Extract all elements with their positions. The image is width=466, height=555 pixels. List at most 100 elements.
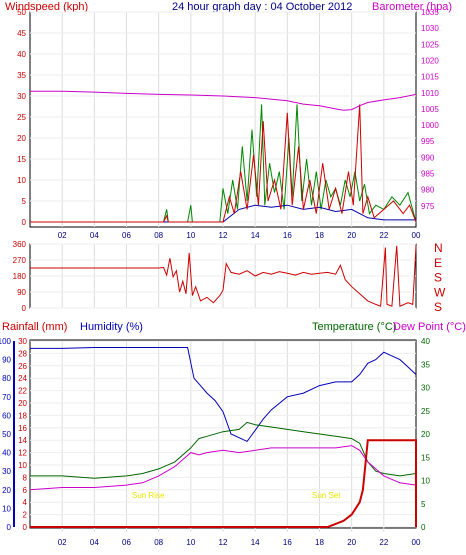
temperature-tick-label: 25 xyxy=(421,407,430,416)
windspeed-axis-label: Windspeed (kph) xyxy=(5,1,88,13)
windspeed-tick-label: 5 xyxy=(22,197,27,206)
temperature-tick-label: 0 xyxy=(421,523,426,532)
humidity-tick-label: 20 xyxy=(2,486,11,495)
x-tick-label: 20 xyxy=(347,538,356,547)
temperature-tick-label: 20 xyxy=(421,430,430,439)
barometer-tick-label: 1010 xyxy=(421,89,439,98)
humidity-tick-label: 80 xyxy=(2,374,11,383)
rainfall-tick-label: 0 xyxy=(23,523,28,532)
x-tick-label: 04 xyxy=(90,538,99,547)
x-tick-label: 02 xyxy=(58,538,67,547)
rainfall-tick-label: 18 xyxy=(18,411,27,420)
graph-title: 24 hour graph day : 04 October 2012 xyxy=(172,1,352,13)
rainfall-axis-label: Rainfall (mm) xyxy=(2,321,67,333)
humidity-tick-label: 10 xyxy=(2,504,11,513)
humidity-tick-label: 100 xyxy=(0,337,12,346)
x-tick-label: 22 xyxy=(379,538,388,547)
temperature-tick-label: 40 xyxy=(421,337,430,346)
rainfall-tick-label: 16 xyxy=(18,424,27,433)
barometer-tick-label: 1005 xyxy=(421,105,439,114)
compass-label: S xyxy=(434,300,442,314)
rainfall-tick-label: 20 xyxy=(18,399,27,408)
sunrise-annotation: Sun Rise xyxy=(132,491,165,500)
x-tick-label: 08 xyxy=(154,538,163,547)
direction-tick-label: 180 xyxy=(13,272,27,281)
windspeed-line xyxy=(30,104,417,223)
temperature-axis-label: Temperature (°C) xyxy=(312,321,396,333)
x-tick-label: 14 xyxy=(251,231,260,240)
direction-tick-label: 360 xyxy=(13,240,27,249)
temperature-tick-label: 5 xyxy=(421,500,426,509)
direction-tick-label: 0 xyxy=(22,304,27,313)
temperature-tick-label: 35 xyxy=(421,360,430,369)
humidity-tick-label: 50 xyxy=(2,430,11,439)
x-tick-label: 06 xyxy=(122,231,131,240)
humidity-tick-label: 70 xyxy=(2,393,11,402)
rainfall-tick-label: 30 xyxy=(18,337,27,346)
barometer-line xyxy=(30,90,417,111)
barometer-tick-label: 1020 xyxy=(421,56,439,65)
x-tick-label: 12 xyxy=(219,538,228,547)
rainfall-tick-label: 10 xyxy=(18,461,27,470)
dewpoint-line xyxy=(29,445,417,491)
windspeed-tick-label: 20 xyxy=(17,134,26,143)
direction-tick-label: 90 xyxy=(17,288,26,297)
barometer-tick-label: 995 xyxy=(421,137,435,146)
windspeed-tick-label: 30 xyxy=(17,92,26,101)
barometer-tick-label: 1035 xyxy=(421,8,439,17)
humidity-tick-label: 40 xyxy=(2,449,11,458)
rainfall-tick-label: 12 xyxy=(18,449,27,458)
temperature-tick-label: 30 xyxy=(421,384,430,393)
x-tick-label: 00 xyxy=(412,231,421,240)
x-tick-label: 02 xyxy=(58,231,67,240)
x-tick-label: 06 xyxy=(122,538,131,547)
rainfall-tick-label: 28 xyxy=(18,349,27,358)
barometer-axis-label: Barometer (hpa) xyxy=(372,1,452,13)
temperature-tick-label: 15 xyxy=(421,453,430,462)
direction-line xyxy=(30,245,417,307)
x-tick-label: 18 xyxy=(315,538,324,547)
x-tick-label: 16 xyxy=(283,231,292,240)
humidity-tick-label: 0 xyxy=(7,523,12,532)
barometer-tick-label: 990 xyxy=(421,153,435,162)
x-tick-label: 18 xyxy=(315,231,324,240)
barometer-tick-label: 1015 xyxy=(421,73,439,82)
humidity-tick-label: 60 xyxy=(2,411,11,420)
windspeed-tick-label: 35 xyxy=(17,71,26,80)
x-tick-label: 00 xyxy=(412,538,421,547)
humidity-axis-label: Humidity (%) xyxy=(80,321,143,333)
humidity-line xyxy=(30,347,417,443)
windspeed-tick-label: 25 xyxy=(17,113,26,122)
rainfall-tick-label: 24 xyxy=(18,374,27,383)
humidity-tick-label: 90 xyxy=(2,356,11,365)
rainfall-tick-label: 26 xyxy=(18,362,27,371)
windspeed-tick-label: 45 xyxy=(17,29,26,38)
x-tick-label: 08 xyxy=(154,231,163,240)
windspeed-tick-label: 40 xyxy=(17,50,26,59)
windspeed-tick-label: 10 xyxy=(17,176,26,185)
barometer-tick-label: 1000 xyxy=(421,121,439,130)
barometer-tick-label: 1030 xyxy=(421,24,439,33)
windspeed-tick-label: 15 xyxy=(17,155,26,164)
temperature-tick-label: 10 xyxy=(421,477,430,486)
x-tick-label: 12 xyxy=(219,231,228,240)
sunset-annotation: Sun Set xyxy=(312,491,341,500)
rainfall-tick-label: 8 xyxy=(23,473,28,482)
rainfall-tick-label: 4 xyxy=(23,498,28,507)
x-tick-label: 10 xyxy=(186,538,195,547)
direction-tick-label: 270 xyxy=(13,256,27,265)
windspeed-tick-label: 0 xyxy=(22,218,27,227)
compass-label: N xyxy=(434,241,443,255)
dewpoint-axis-label: Dew Point (°C) xyxy=(393,321,466,333)
rainfall-tick-label: 14 xyxy=(18,436,27,445)
x-tick-label: 10 xyxy=(186,231,195,240)
barometer-tick-label: 975 xyxy=(421,202,435,211)
rainfall-tick-label: 2 xyxy=(23,511,28,520)
x-tick-label: 04 xyxy=(90,231,99,240)
x-tick-label: 22 xyxy=(379,231,388,240)
compass-label: W xyxy=(434,285,446,299)
barometer-tick-label: 980 xyxy=(421,186,435,195)
barometer-tick-label: 985 xyxy=(421,170,435,179)
